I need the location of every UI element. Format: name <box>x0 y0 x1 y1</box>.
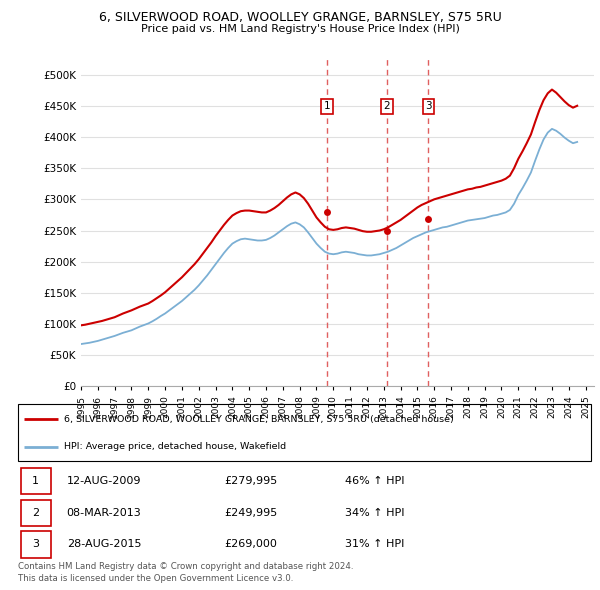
Text: £249,995: £249,995 <box>224 508 278 518</box>
Text: 31% ↑ HPI: 31% ↑ HPI <box>344 539 404 549</box>
Text: 28-AUG-2015: 28-AUG-2015 <box>67 539 141 549</box>
Text: 1: 1 <box>323 101 330 112</box>
Bar <box>21 468 50 494</box>
Text: HPI: Average price, detached house, Wakefield: HPI: Average price, detached house, Wake… <box>64 442 286 451</box>
Text: £279,995: £279,995 <box>224 476 278 486</box>
Text: 34% ↑ HPI: 34% ↑ HPI <box>344 508 404 518</box>
Text: 2: 2 <box>383 101 390 112</box>
Text: Price paid vs. HM Land Registry's House Price Index (HPI): Price paid vs. HM Land Registry's House … <box>140 24 460 34</box>
Text: 6, SILVERWOOD ROAD, WOOLLEY GRANGE, BARNSLEY, S75 5RU (detached house): 6, SILVERWOOD ROAD, WOOLLEY GRANGE, BARN… <box>64 415 454 424</box>
Text: 3: 3 <box>32 539 39 549</box>
Text: 6, SILVERWOOD ROAD, WOOLLEY GRANGE, BARNSLEY, S75 5RU: 6, SILVERWOOD ROAD, WOOLLEY GRANGE, BARN… <box>98 11 502 24</box>
Bar <box>21 532 50 558</box>
Text: This data is licensed under the Open Government Licence v3.0.: This data is licensed under the Open Gov… <box>18 574 293 583</box>
Text: 46% ↑ HPI: 46% ↑ HPI <box>344 476 404 486</box>
Text: 2: 2 <box>32 508 40 518</box>
Bar <box>21 500 50 526</box>
Text: Contains HM Land Registry data © Crown copyright and database right 2024.: Contains HM Land Registry data © Crown c… <box>18 562 353 571</box>
Text: £269,000: £269,000 <box>224 539 277 549</box>
Text: 1: 1 <box>32 476 39 486</box>
Text: 08-MAR-2013: 08-MAR-2013 <box>67 508 142 518</box>
Text: 3: 3 <box>425 101 432 112</box>
Text: 12-AUG-2009: 12-AUG-2009 <box>67 476 141 486</box>
